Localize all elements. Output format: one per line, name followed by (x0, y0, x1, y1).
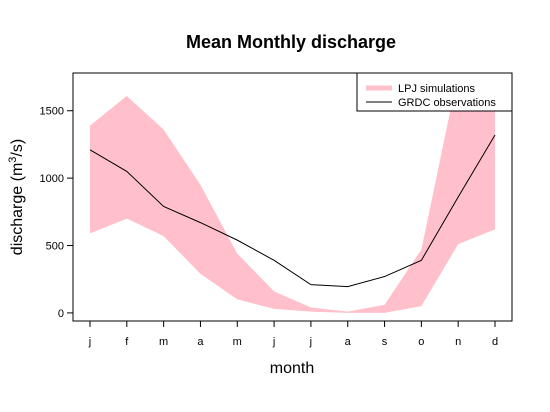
x-tick-label: m (233, 336, 242, 348)
x-tick-label: a (197, 336, 204, 348)
y-axis: 0 500 1000 1500 (40, 106, 73, 320)
x-axis-title: month (270, 360, 314, 377)
y-tick-label: 1500 (40, 106, 64, 118)
legend-label-grdc: GRDC observations (398, 97, 496, 109)
x-tick-label: j (88, 336, 91, 348)
x-tick-label: m (159, 336, 168, 348)
x-tick-label: f (125, 336, 129, 348)
y-axis-title-sup: 3 (7, 157, 19, 163)
x-tick-label: d (492, 336, 498, 348)
y-tick-label: 500 (46, 241, 64, 253)
x-tick-label: j (272, 336, 275, 348)
y-tick-label: 1000 (40, 173, 64, 185)
x-tick-label: n (455, 336, 461, 348)
legend-box (356, 72, 513, 112)
legend-label-lpj: LPJ simulations (398, 83, 476, 95)
y-axis-title-end: /s) (9, 139, 26, 157)
y-axis-title: discharge (m3/s) (7, 139, 26, 255)
grdc-observation-line (89, 134, 496, 288)
x-tick-label: o (418, 336, 424, 348)
y-tick-label: 0 (58, 308, 64, 320)
legend: LPJ simulations GRDC observations (356, 72, 513, 112)
x-tick-label: a (345, 336, 352, 348)
chart-title: Mean Monthly discharge (186, 32, 396, 52)
x-tick-label: s (382, 336, 388, 348)
plot-frame (72, 72, 513, 322)
lpj-simulation-band (90, 73, 495, 313)
y-axis-title-main: discharge (m (9, 163, 26, 255)
x-tick-label: j (309, 336, 312, 348)
plot-area (89, 73, 496, 313)
